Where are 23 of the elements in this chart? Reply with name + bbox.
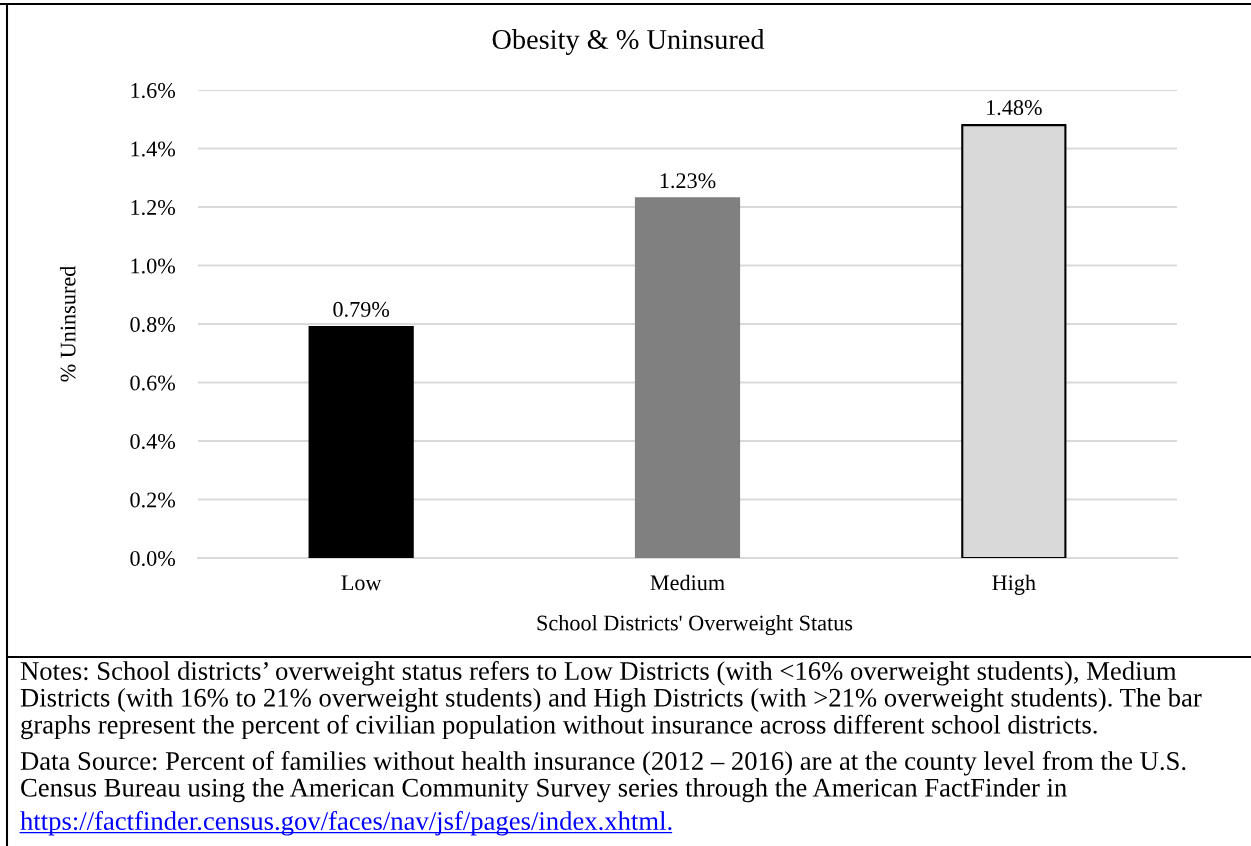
bar	[308, 325, 414, 558]
chart-title: Obesity & % Uninsured	[492, 29, 765, 55]
source-note: Data Source: Percent of families without health insurance (2012 – 2016) are at the county level from the U.S. Census Bureau using the American Community Survey series through the American FactFinder in	[20, 751, 1186, 803]
y-tick-label: 0.4%	[130, 433, 176, 450]
y-tick-label: 0.2%	[130, 492, 176, 508]
text: Notes: School districts’ overweight status refers to Low Districts (with <16% overweight students), Medium Districts (with 16% to 21% overweight students) and High Districts (with >21% overweight students). The bar graphs represent the percent of civilian population without insurance across different school districts.	[20, 661, 1202, 740]
bar	[634, 197, 741, 558]
data-label: 1.23%	[660, 173, 716, 189]
y-tick-label: 0.0%	[130, 550, 176, 567]
data-label: 1.48%	[987, 100, 1042, 116]
y-tick-label: 0.6%	[130, 375, 176, 391]
x-tick-label: Medium	[650, 574, 725, 591]
data-label: 0.79%	[333, 301, 390, 317]
x-tick-label: High	[992, 574, 1036, 595]
y-tick-label: 0.8%	[130, 316, 176, 333]
y-tick-label: 1.2%	[131, 199, 176, 216]
y-tick-label: 1.0%	[131, 258, 176, 274]
y-tick-label: 1.6%	[131, 82, 176, 99]
text: https://factfinder.census.gov/faces/nav/jsf/pages/index.xhtml.	[20, 811, 672, 836]
x-tick-label: Low	[341, 575, 382, 591]
y-tick-label: 1.4%	[131, 141, 176, 157]
y-axis-title: % Uninsured	[59, 265, 76, 382]
x-axis-title: School Districts' Overweight Status	[537, 614, 853, 636]
